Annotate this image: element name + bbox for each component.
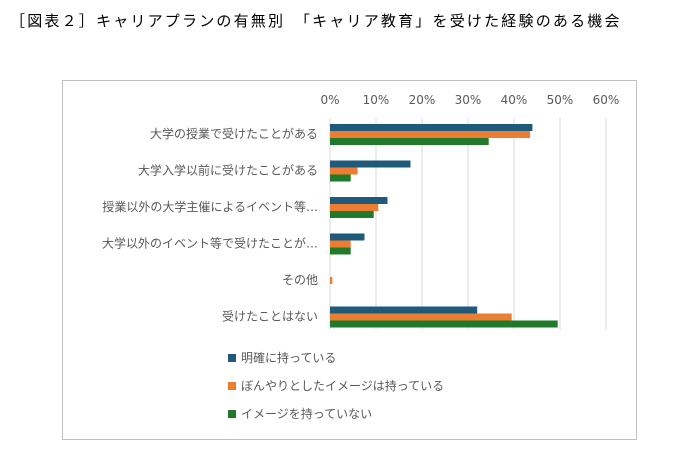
bar	[330, 131, 531, 138]
x-tick-label: 30%	[455, 93, 482, 107]
bar	[330, 124, 533, 131]
chart-frame	[62, 80, 637, 440]
legend-swatch	[228, 354, 236, 362]
legend-swatch	[228, 410, 236, 418]
bar	[330, 211, 374, 218]
legend-label: 明確に持っている	[241, 350, 336, 365]
bar	[330, 313, 512, 321]
bar	[330, 204, 379, 211]
bar	[330, 160, 411, 168]
bar	[330, 174, 351, 182]
x-tick-label: 40%	[501, 93, 528, 107]
legend-label: イメージを持っていない	[241, 406, 372, 421]
bar	[330, 233, 365, 241]
x-tick-label: 10%	[363, 93, 390, 107]
legend-label: ぼんやりとしたイメージは持っている	[241, 378, 444, 393]
legend-swatch	[228, 382, 236, 390]
x-tick-label: 60%	[593, 93, 620, 107]
bar	[330, 138, 489, 145]
category-label: 授業以外の大学主催によるイベント等…	[102, 199, 318, 214]
bar	[330, 306, 478, 314]
bar	[330, 240, 351, 248]
bar	[330, 167, 358, 175]
figure-caption: ［図表２］キャリアプランの有無別 「キャリア教育」を受けた経験のある機会	[10, 12, 622, 30]
x-tick-label: 50%	[547, 93, 574, 107]
bar	[330, 320, 558, 328]
category-label: 大学入学以前に受けたことがある	[138, 163, 318, 178]
x-tick-label: 20%	[409, 93, 436, 107]
bar	[330, 277, 333, 284]
category-label: その他	[282, 273, 318, 287]
bar	[330, 197, 388, 204]
x-tick-label: 0%	[320, 93, 339, 107]
category-label: 大学の授業で受けたことがある	[150, 126, 318, 141]
category-label: 大学以外のイベント等で受けたことが…	[102, 236, 318, 251]
bar	[330, 247, 351, 255]
category-label: 受けたことはない	[222, 310, 318, 324]
